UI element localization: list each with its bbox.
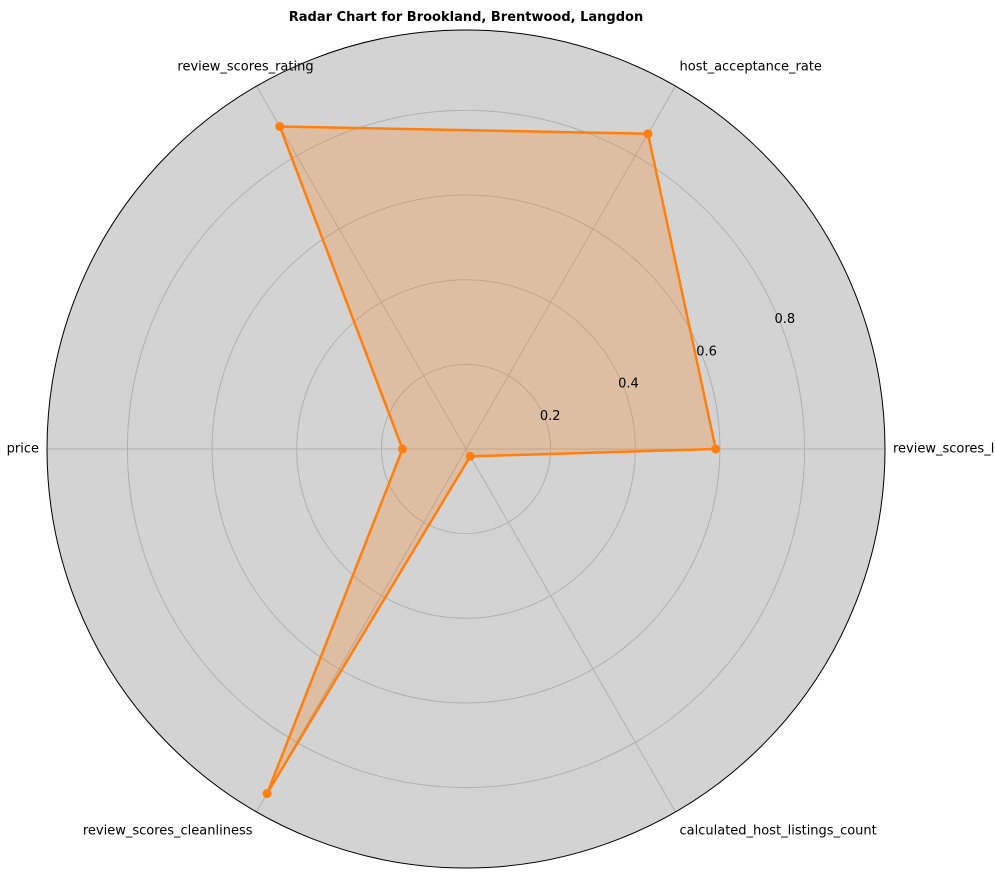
radial-tick-label: 0.4	[618, 377, 639, 392]
radial-tick-labels: 0.2 0.4 0.6 0.8	[540, 312, 795, 424]
axis-label-review-scores-rating: review_scores_rating	[177, 60, 313, 75]
axis-label-calculated-host-listings-count: calculated_host_listings_count	[680, 823, 877, 838]
radial-tick-label: 0.2	[540, 409, 561, 424]
series-fill-area	[267, 126, 716, 794]
chart-title: Radar Chart for Brookland, Brentwood, La…	[289, 10, 643, 25]
data-point	[262, 789, 272, 799]
axis-label-review-scores-cleanliness: review_scores_cleanliness	[83, 823, 253, 838]
grid-spoke	[256, 85, 467, 450]
grid-spoke	[465, 448, 676, 813]
axis-label-price: price	[7, 442, 39, 457]
axis-label-review-scores-location: review_scores_location	[893, 442, 995, 457]
axis-labels: review_scores_location host_acceptance_ra…	[7, 60, 995, 839]
grid-spoke	[465, 85, 676, 450]
radial-tick-label: 0.8	[774, 312, 795, 327]
series-points	[262, 121, 721, 799]
data-point	[465, 451, 475, 461]
data-point	[643, 129, 653, 139]
data-point	[275, 121, 285, 131]
data-point	[398, 444, 408, 454]
axis-label-host-acceptance-rate: host_acceptance_rate	[680, 60, 822, 75]
outer-frame-ring	[46, 29, 886, 869]
radial-tick-label: 0.6	[696, 344, 717, 359]
data-point	[711, 444, 721, 454]
